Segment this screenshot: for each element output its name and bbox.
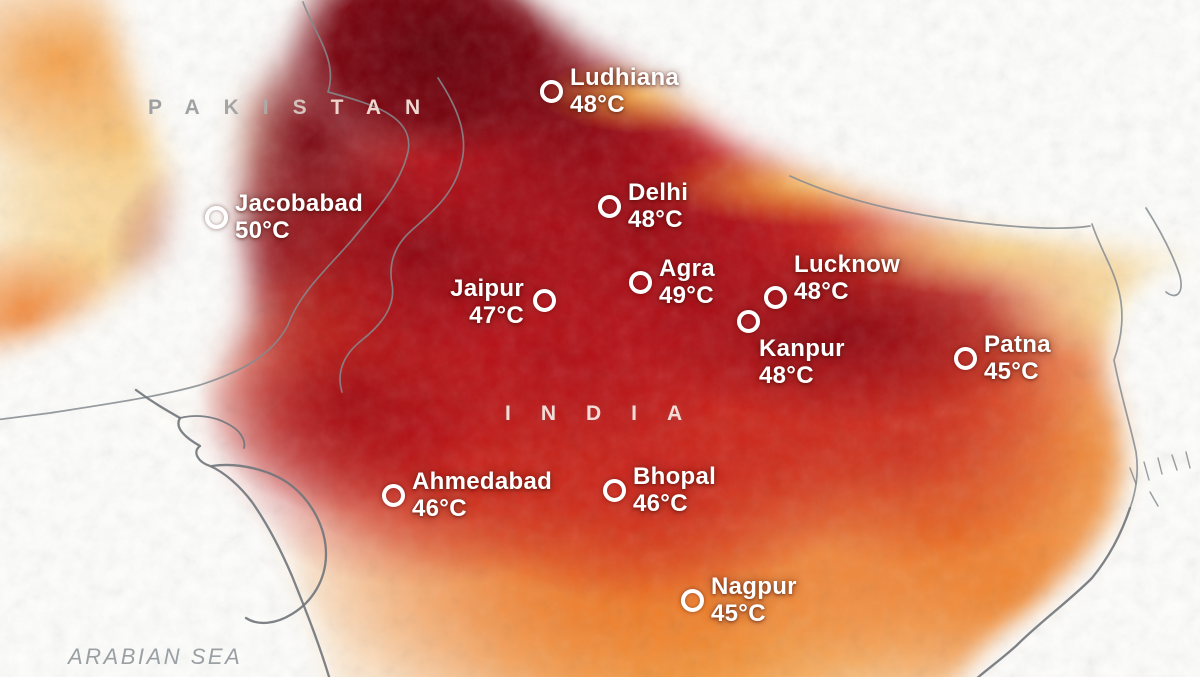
city-circle-icon bbox=[539, 79, 563, 103]
country-borders bbox=[0, 1, 1191, 509]
city-temperature: 45°C bbox=[711, 600, 766, 627]
city-circle-icon bbox=[204, 205, 228, 229]
city-temperature: 49°C bbox=[659, 282, 714, 309]
city-circle-icon bbox=[602, 478, 626, 502]
pakistan-west-border-line bbox=[0, 1, 410, 421]
city-temperature: 48°C bbox=[759, 362, 814, 389]
coastlines bbox=[134, 388, 1132, 677]
city-name: Ahmedabad bbox=[412, 468, 553, 495]
nepal-border-line bbox=[789, 175, 1091, 230]
city-label: Ludhiana 48°C bbox=[570, 64, 679, 118]
city-label: Patna 45°C bbox=[984, 331, 1051, 385]
city-name: Jaipur bbox=[450, 275, 524, 302]
city-name: Ludhiana bbox=[570, 64, 680, 91]
city-label: Bhopal 46°C bbox=[633, 463, 716, 517]
delta-inlets-lines bbox=[1129, 451, 1191, 507]
city-circle-icon bbox=[736, 309, 760, 333]
city-temperature: 45°C bbox=[984, 358, 1039, 385]
city-label: Agra 49°C bbox=[659, 255, 715, 309]
city-temperature: 47°C bbox=[469, 302, 524, 329]
city-name: Patna bbox=[984, 331, 1051, 358]
india-pakistan-border-line bbox=[339, 77, 465, 393]
city-circle-icon bbox=[381, 483, 405, 507]
city-label: Kanpur 48°C bbox=[759, 335, 845, 389]
city-name: Nagpur bbox=[711, 573, 797, 600]
city-circle-icon bbox=[597, 194, 621, 218]
city-label: Nagpur 45°C bbox=[711, 573, 797, 627]
city-name: Delhi bbox=[628, 179, 689, 206]
city-temperature: 46°C bbox=[633, 490, 688, 517]
city-circle-icon bbox=[763, 285, 787, 309]
city-name: Bhopal bbox=[633, 463, 717, 490]
city-name: Jacobabad bbox=[235, 190, 364, 217]
city-temperature: 46°C bbox=[412, 495, 467, 522]
city-circle-icon bbox=[628, 270, 652, 294]
city-label: Jaipur 47°C bbox=[450, 275, 524, 329]
city-temperature: 48°C bbox=[628, 206, 683, 233]
city-circle-icon bbox=[953, 346, 977, 370]
city-label: Lucknow 48°C bbox=[794, 251, 900, 305]
east-coastline bbox=[976, 506, 1132, 677]
city-name: Lucknow bbox=[794, 251, 901, 278]
kathiawar-peninsula-coastline bbox=[210, 463, 328, 625]
bhutan-border-line bbox=[1145, 207, 1182, 297]
city-name: Kanpur bbox=[759, 335, 845, 362]
city-circle-icon bbox=[532, 288, 556, 312]
bengal-border-line bbox=[1091, 223, 1139, 509]
city-name: Agra bbox=[659, 255, 715, 282]
city-label: Jacobabad 50°C bbox=[235, 190, 363, 244]
city-label: Ahmedabad 46°C bbox=[412, 468, 552, 522]
kutch-inlet-coastline bbox=[179, 415, 246, 449]
city-label: Delhi 48°C bbox=[628, 179, 688, 233]
city-temperature: 50°C bbox=[235, 217, 290, 244]
city-temperature: 48°C bbox=[570, 91, 625, 118]
city-temperature: 48°C bbox=[794, 278, 849, 305]
city-circle-icon bbox=[680, 588, 704, 612]
